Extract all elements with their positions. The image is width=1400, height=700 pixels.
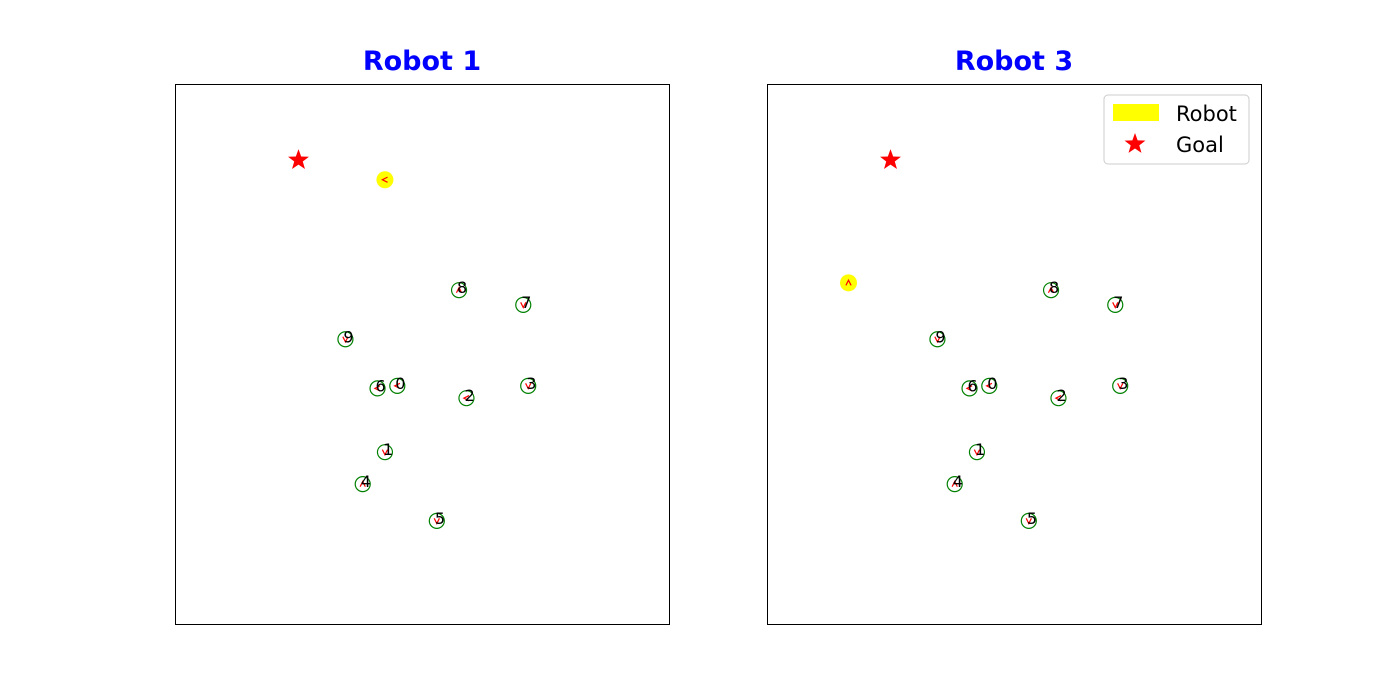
legend-robot-swatch [1113,104,1159,121]
robot-marker [840,274,858,292]
agent-heading-icon [973,449,981,457]
agent-ring [1107,296,1124,314]
agent-heading-icon [1054,395,1062,402]
goal-marker [288,149,309,169]
agent-ring [1042,282,1060,299]
robot-heading-icon [381,176,388,183]
agent-label: 5 [435,509,445,528]
agent-heading-icon [1025,518,1032,525]
agent-label: 7 [521,293,531,312]
agent-ring [1112,377,1129,395]
agent-ring [968,444,986,461]
agent-heading-icon [381,449,389,457]
agent-heading-icon [951,480,958,487]
agent-label: 6 [968,376,978,395]
agent-heading-icon [342,336,349,344]
agent-heading-icon [1117,383,1124,390]
agent-heading-icon [373,385,381,392]
agent-label: 9 [343,327,353,346]
goal-marker [880,149,901,169]
agent-ring [1020,512,1037,530]
agent-heading-icon [1112,302,1119,309]
agent-label: 8 [457,278,467,297]
agent-label: 3 [526,374,536,393]
agent-ring [520,377,537,395]
agent-heading-icon [455,286,463,294]
robot-marker [376,171,394,189]
agent-ring [929,331,946,348]
agent-label: 6 [376,376,386,395]
agent-label: 1 [975,440,985,459]
agent-heading-icon [1047,286,1055,294]
agent-heading-icon [985,382,993,390]
agent-heading-icon [393,382,401,390]
agent-ring [376,444,394,461]
agent-heading-icon [525,383,532,390]
agent-ring [515,296,532,314]
agent-heading-icon [965,385,973,392]
agent-ring [458,390,475,407]
agent-heading-icon [433,518,440,525]
legend-label: Goal [1176,133,1224,157]
agent-ring [946,475,963,493]
plot-frame [767,84,1262,625]
legend-goal-swatch [1124,133,1146,153]
agent-ring [389,377,406,395]
agent-ring [337,331,354,348]
legend-label: Robot [1176,102,1237,126]
agent-label: 2 [1056,386,1066,405]
panel-title-robot-3: Robot 3 [954,46,1074,77]
agent-label: 5 [1027,509,1037,528]
agent-heading-icon [359,480,366,487]
agent-label: 9 [935,327,945,346]
agent-label: 1 [383,440,393,459]
agent-label: 4 [953,472,963,491]
robot-heading-icon [845,278,852,286]
agent-ring [369,380,386,397]
agent-label: 2 [464,386,474,405]
agent-label: 0 [395,374,405,393]
plot-frame [175,84,670,625]
agent-heading-icon [934,336,941,344]
agent-label: 4 [361,472,371,491]
agent-ring [450,282,468,299]
panel-title-robot-1: Robot 1 [362,46,482,77]
agent-label: 0 [987,374,997,393]
agent-label: 7 [1113,293,1123,312]
agent-ring [981,377,998,395]
agent-ring [354,475,371,493]
agent-heading-icon [520,302,527,309]
agent-heading-icon [462,395,470,402]
agent-ring [961,380,978,397]
agent-label: 3 [1118,374,1128,393]
agent-label: 8 [1049,278,1059,297]
agent-ring [1050,390,1067,407]
agent-ring [428,512,445,530]
